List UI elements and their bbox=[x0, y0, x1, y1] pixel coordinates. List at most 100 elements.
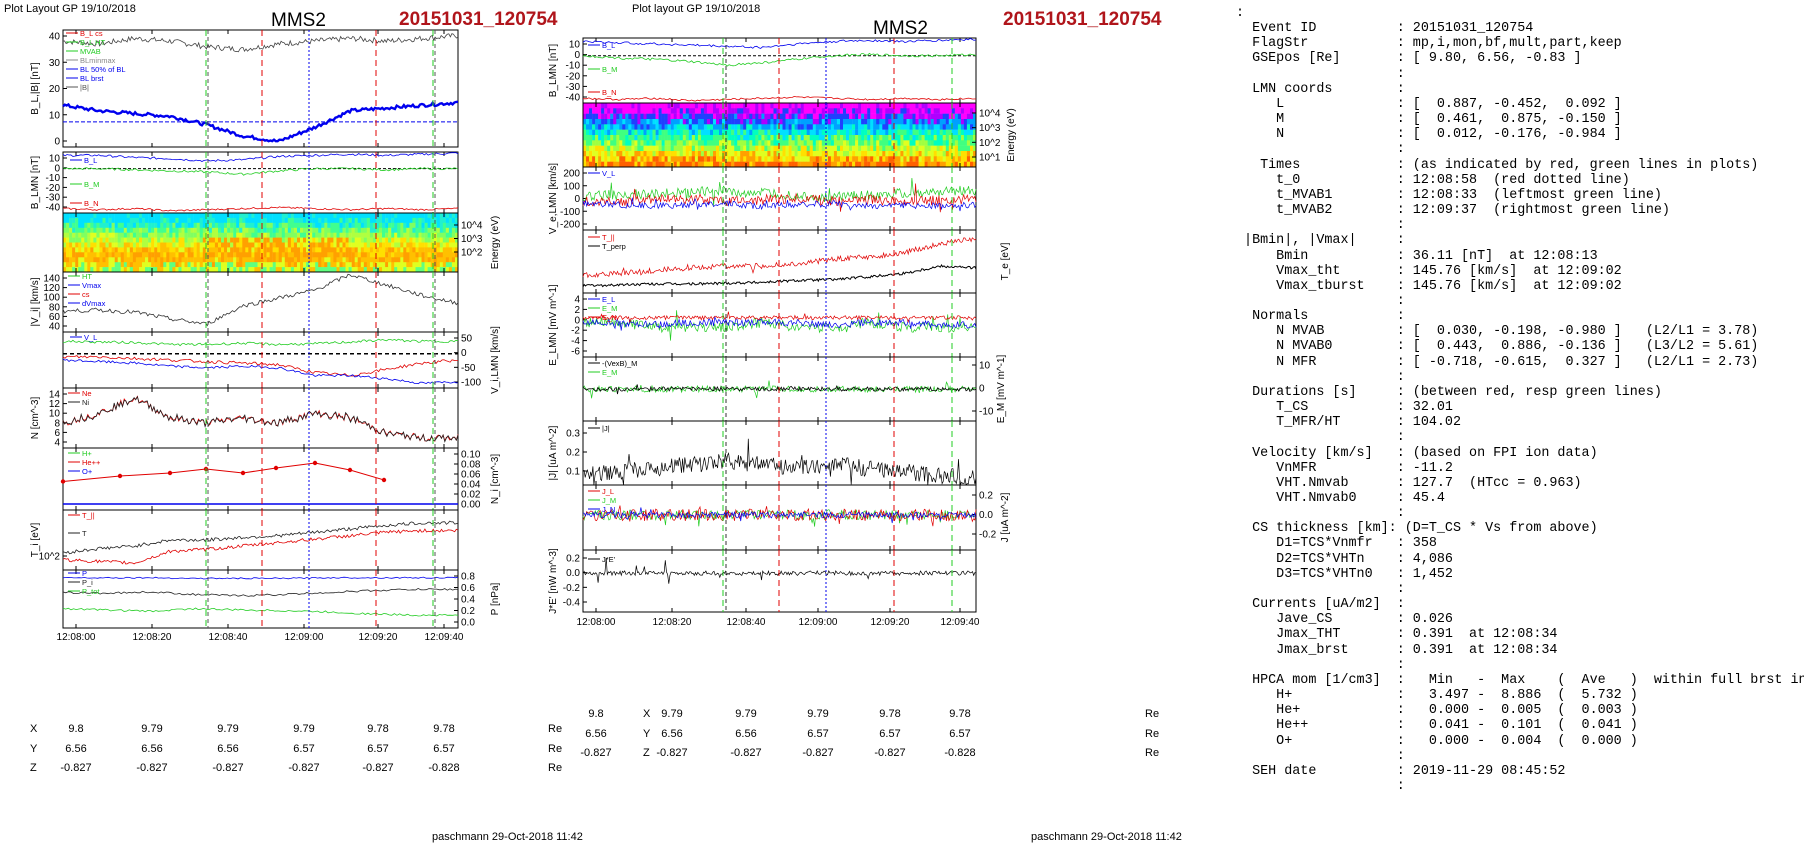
info-line: FlagStr : mp,i,mon,bf,mult,part,keep bbox=[1236, 36, 1622, 52]
spectrogram-cell bbox=[894, 129, 898, 136]
spectrogram-cell bbox=[108, 242, 112, 248]
spectrogram-cell bbox=[891, 108, 895, 114]
spectrogram-cell bbox=[81, 217, 85, 224]
spectrogram-cell bbox=[767, 140, 771, 146]
mid-panel-j-lmn-tick-label: 0.2 bbox=[979, 491, 993, 502]
spectrogram-cell bbox=[287, 232, 292, 238]
spectrogram-cell bbox=[272, 257, 276, 263]
spectrogram-cell bbox=[297, 247, 301, 253]
spectrogram-cell bbox=[409, 252, 413, 258]
mid-panel-blmn-tick-label: 10 bbox=[569, 40, 581, 51]
spectrogram-cell bbox=[806, 161, 810, 168]
spectrogram-cell bbox=[725, 119, 729, 125]
spectrogram-cell bbox=[679, 103, 683, 109]
spectrogram-cell bbox=[108, 237, 112, 243]
spectrogram-cell bbox=[779, 124, 783, 130]
spectrogram-cell bbox=[873, 124, 877, 130]
spectrogram-cell bbox=[251, 262, 255, 268]
spectrogram-cell bbox=[418, 252, 422, 258]
spectrogram-cell bbox=[794, 156, 798, 162]
spectrogram-cell bbox=[767, 113, 771, 120]
spectrogram-cell bbox=[679, 151, 683, 157]
spectrogram-cell bbox=[818, 129, 823, 136]
spectrogram-cell bbox=[360, 252, 365, 258]
spectrogram-cell bbox=[598, 113, 602, 120]
spectrogram-cell bbox=[315, 247, 319, 253]
spectrogram-cell bbox=[749, 108, 753, 114]
spectrogram-cell bbox=[254, 217, 258, 224]
spectrogram-cell bbox=[685, 103, 690, 109]
spectrogram-cell bbox=[610, 124, 614, 130]
spectrogram-cell bbox=[281, 252, 286, 258]
spectrogram-cell bbox=[855, 113, 859, 120]
spectrogram-cell bbox=[442, 227, 447, 233]
spectrogram-cell bbox=[619, 156, 623, 162]
spectrogram-cell bbox=[379, 232, 383, 238]
spectrogram-cell bbox=[734, 124, 738, 130]
spectrogram-cell bbox=[275, 213, 279, 219]
spectrogram-cell bbox=[900, 119, 904, 125]
info-line: : bbox=[1236, 506, 1405, 522]
spectrogram-cell bbox=[803, 103, 807, 109]
spectrogram-cell bbox=[139, 232, 143, 238]
spectrogram-cell bbox=[703, 156, 708, 162]
spectrogram-cell bbox=[87, 242, 91, 248]
mid-time-tick-label: 12:09:20 bbox=[871, 617, 910, 628]
spectrogram-cell bbox=[157, 242, 161, 248]
spectrogram-cell bbox=[755, 124, 759, 130]
spectrogram-cell bbox=[640, 113, 644, 120]
spectrogram-cell bbox=[601, 135, 605, 141]
spectrogram-cell bbox=[728, 124, 732, 130]
mid-panel-e-lmn-tick-label: 0 bbox=[574, 315, 580, 326]
spectrogram-cell bbox=[658, 156, 662, 162]
spectrogram-cell bbox=[830, 103, 835, 109]
spectrogram-cell bbox=[930, 124, 934, 130]
spectrogram-cell bbox=[63, 242, 67, 248]
spectrogram-cell bbox=[722, 145, 726, 152]
spectrogram-cell bbox=[634, 135, 638, 141]
spectrogram-cell bbox=[306, 217, 310, 224]
spectrogram-cell bbox=[254, 222, 258, 228]
spectrogram-cell bbox=[794, 129, 798, 136]
spectrogram-cell bbox=[682, 145, 687, 152]
spectrogram-cell bbox=[601, 161, 605, 168]
spectrogram-cell bbox=[830, 129, 835, 136]
spectrogram-cell bbox=[284, 247, 289, 253]
spectrogram-cell bbox=[321, 247, 325, 253]
spectrogram-cell bbox=[703, 145, 708, 152]
spectrogram-cell bbox=[330, 252, 334, 258]
spectrogram-cell bbox=[861, 108, 865, 114]
spectrogram-cell bbox=[761, 135, 765, 141]
spectrogram-cell bbox=[72, 242, 76, 248]
spectrogram-cell bbox=[290, 242, 295, 248]
spectrogram-cell bbox=[102, 237, 106, 243]
spectrogram-cell bbox=[746, 119, 750, 125]
spectrogram-cell bbox=[640, 161, 644, 168]
spectrogram-cell bbox=[290, 217, 295, 224]
mid-panel-electron-energy-tick-label: 10^1 bbox=[979, 153, 1001, 164]
spectrogram-cell bbox=[406, 267, 410, 273]
spectrogram-cell bbox=[233, 247, 237, 253]
spectrogram-cell bbox=[622, 103, 626, 109]
spectrogram-cell bbox=[284, 232, 289, 238]
spectrogram-cell bbox=[78, 242, 82, 248]
spectrogram-cell bbox=[616, 156, 620, 162]
spectrogram-cell bbox=[357, 217, 361, 224]
spectrogram-cell bbox=[451, 262, 456, 268]
spectrogram-cell bbox=[800, 103, 804, 109]
spectrogram-cell bbox=[607, 124, 611, 130]
spectrogram-cell bbox=[815, 145, 820, 152]
spectrogram-cell bbox=[154, 213, 158, 219]
spectrogram-cell bbox=[927, 145, 931, 152]
spectrogram-cell bbox=[69, 252, 73, 258]
legend-entry: P_i bbox=[82, 578, 93, 587]
spectrogram-cell bbox=[595, 119, 599, 125]
spectrogram-cell bbox=[945, 113, 950, 120]
spectrogram-cell bbox=[833, 103, 838, 109]
spectrogram-cell bbox=[321, 237, 325, 243]
spectrogram-cell bbox=[846, 108, 850, 114]
spectrogram-cell bbox=[634, 145, 638, 152]
spectrogram-cell bbox=[175, 217, 179, 224]
spectrogram-cell bbox=[855, 119, 859, 125]
spectrogram-cell bbox=[142, 237, 146, 243]
